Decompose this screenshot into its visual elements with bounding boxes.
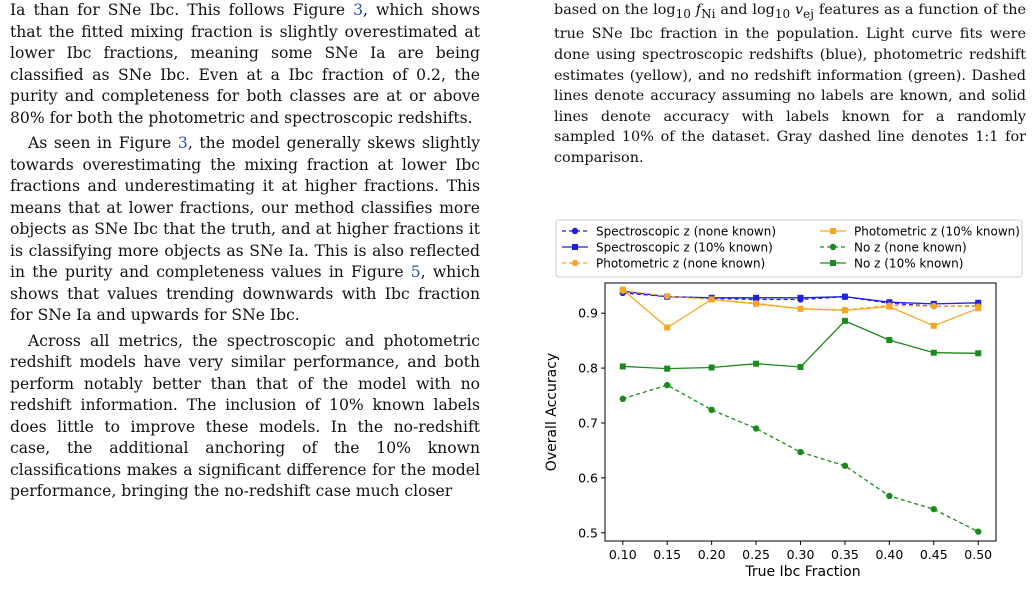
x-tick-label: 0.30 <box>787 547 815 562</box>
legend-marker-point <box>830 260 836 266</box>
data-point <box>841 293 848 300</box>
caption-subscript: Ni <box>701 6 716 21</box>
legend-marker-point <box>571 227 579 235</box>
data-point <box>930 349 937 356</box>
data-point <box>708 406 715 414</box>
data-point <box>708 364 715 371</box>
caption-text: based on the log <box>554 2 676 18</box>
data-point <box>797 305 804 312</box>
caption-text: and log <box>715 2 775 18</box>
series-line <box>622 384 979 533</box>
data-point <box>619 363 626 370</box>
data-point <box>975 350 982 357</box>
caption-math: v <box>790 2 804 18</box>
x-tick-label: 0.10 <box>609 547 637 562</box>
paragraph-text: , which shows that values trending downw… <box>10 263 480 324</box>
data-point <box>930 302 937 310</box>
data-point <box>930 505 937 513</box>
x-axis-label: True Ibc Fraction <box>744 564 860 580</box>
data-point <box>930 322 937 329</box>
y-axis-label: Overall Accuracy <box>544 353 560 471</box>
legend-label: No z (none known) <box>854 241 967 255</box>
paragraph-3: Across all metrics, the spectroscopic an… <box>10 331 480 503</box>
series-line <box>622 320 979 370</box>
data-point <box>664 365 671 372</box>
paragraph-text: As seen in Figure <box>28 134 178 152</box>
legend-marker-point <box>572 244 578 250</box>
paragraph-2: As seen in Figure 3, the model generally… <box>10 133 480 327</box>
caption-subscript: 10 <box>675 6 691 21</box>
legend-label: Spectroscopic z (none known) <box>596 225 776 239</box>
chart-series <box>619 286 982 535</box>
series-photometric-z-10-known <box>619 286 982 331</box>
legend-marker-point <box>829 243 837 251</box>
caption-text: of the true SNe Ibc fraction in the popu… <box>554 2 1027 167</box>
data-point <box>664 381 671 389</box>
data-point <box>708 296 715 303</box>
y-tick-label: 0.5 <box>578 525 598 540</box>
data-point <box>797 363 804 370</box>
paragraph-text: , the model generally skews slightly tow… <box>10 134 481 281</box>
caption-text: features as a function <box>813 2 979 18</box>
figure-reference-link[interactable]: 3 <box>177 134 188 152</box>
x-tick-label: 0.40 <box>875 547 903 562</box>
data-point <box>975 305 982 312</box>
series-no-z-none-known <box>619 381 982 535</box>
data-point <box>886 337 893 344</box>
plot-frame <box>604 282 997 542</box>
paragraph-text: Ia than for SNe Ibc. This follows Figure <box>10 1 354 19</box>
x-tick-label: 0.25 <box>742 547 770 562</box>
figure-reference-link[interactable]: 5 <box>410 263 421 281</box>
data-point <box>975 528 982 535</box>
y-tick-label: 0.6 <box>578 470 598 485</box>
data-point <box>619 395 626 403</box>
legend-box <box>555 219 1023 278</box>
data-point <box>753 300 760 307</box>
data-point <box>841 307 848 314</box>
data-point <box>975 299 982 306</box>
y-tick-label: 0.8 <box>578 361 598 376</box>
series-no-z-10-known <box>619 317 982 372</box>
x-tick-label: 0.20 <box>698 547 726 562</box>
x-axis: 0.10 0.15 0.20 0.25 0.30 0.35 0.40 0.45 0.50 <box>609 541 992 562</box>
data-point <box>841 462 849 469</box>
legend-label: Spectroscopic z (10% known) <box>596 241 773 255</box>
x-tick-label: 0.50 <box>964 547 992 562</box>
data-point <box>664 324 671 331</box>
data-point <box>664 292 671 300</box>
data-point <box>841 317 848 324</box>
data-point <box>753 294 760 301</box>
x-tick-label: 0.45 <box>920 547 948 562</box>
x-tick-label: 0.35 <box>831 547 859 562</box>
body-text-column: Ia than for SNe Ibc. This follows Figure… <box>10 0 480 503</box>
paragraph-text: Across all metrics, the spectroscopic an… <box>10 331 480 501</box>
y-axis: 0.5 0.6 0.7 0.8 0.9 <box>578 306 605 540</box>
data-point <box>886 303 893 310</box>
caption-math: f <box>690 2 702 18</box>
data-point <box>886 299 893 306</box>
data-point <box>752 425 760 432</box>
data-point <box>886 492 893 500</box>
data-point <box>797 448 804 456</box>
data-point <box>753 360 760 367</box>
x-tick-label: 0.15 <box>653 547 681 562</box>
legend-label: Photometric z (10% known) <box>854 225 1020 239</box>
caption-subscript: ej <box>803 6 814 21</box>
legend-marker-point <box>830 228 836 234</box>
legend-label: No z (10% known) <box>854 257 963 271</box>
y-tick-label: 0.7 <box>578 415 598 430</box>
y-tick-label: 0.9 <box>578 306 598 321</box>
data-point <box>619 286 626 293</box>
legend-marker-point <box>571 259 579 267</box>
chart-legend: Spectroscopic z (none known) Photometric … <box>555 219 1023 278</box>
caption-column: based on the log10 fNi and log10 vej fea… <box>554 0 1026 169</box>
legend-label: Photometric z (none known) <box>596 257 765 271</box>
data-point <box>797 294 804 301</box>
figure-reference-link[interactable]: 3 <box>353 1 364 19</box>
paragraph-1: Ia than for SNe Ibc. This follows Figure… <box>10 0 480 129</box>
accuracy-line-chart: Spectroscopic z (none known) Photometric … <box>544 219 1023 580</box>
caption-subscript: 10 <box>774 6 791 21</box>
paragraph-text: , which shows that the fitted mixing fra… <box>10 1 480 127</box>
figure-caption: based on the log10 fNi and log10 vej fea… <box>554 0 1026 169</box>
